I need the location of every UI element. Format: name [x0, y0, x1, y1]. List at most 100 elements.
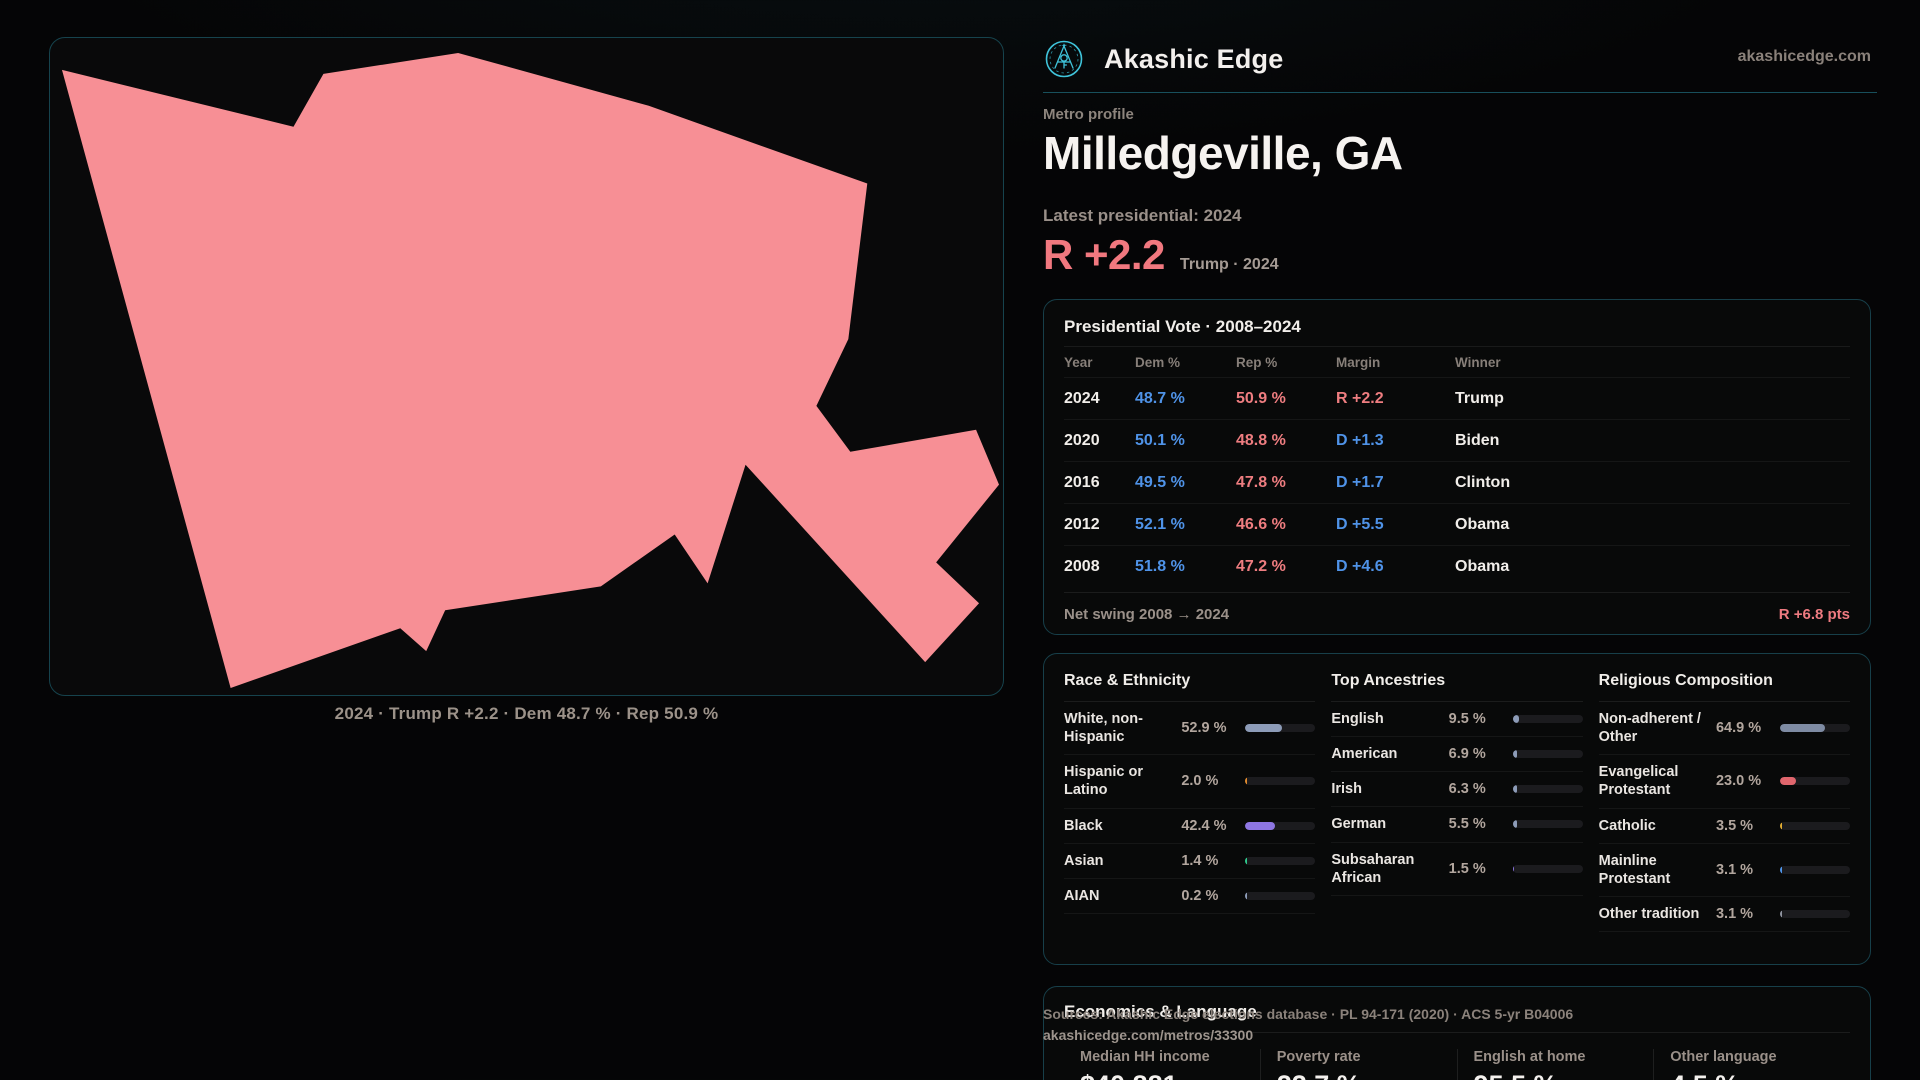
col-rep: Rep % — [1236, 354, 1278, 370]
year-cell: 2008 — [1064, 557, 1100, 575]
stat-value: $40,881 — [1080, 1070, 1260, 1080]
list-item: American 6.9 % — [1331, 737, 1583, 773]
race-value: 0.2 % — [1181, 887, 1219, 904]
ancestry-value: 1.5 % — [1448, 860, 1486, 877]
col-winner: Winner — [1455, 354, 1501, 370]
religion-bar-fill — [1779, 909, 1783, 918]
winner-cell: Biden — [1455, 431, 1500, 449]
list-item: Catholic 3.5 % — [1598, 809, 1850, 844]
economics-card-title: Economics & Language — [1064, 1002, 1257, 1021]
sources-line: Sources: Akashic Edge elections database… — [1043, 1006, 1574, 1022]
religion-value: 3.1 % — [1715, 905, 1754, 922]
headline-margin: R +2.2 Trump · 2024 — [1043, 231, 1279, 279]
winner-cell: Obama — [1455, 515, 1510, 533]
margin-cell: D +5.5 — [1336, 515, 1384, 533]
religion-label: Evangelical Protestant — [1598, 764, 1679, 799]
ancestry-label: Subsaharan African — [1331, 851, 1415, 886]
vote-table-header: Year Dem % Rep % Margin Winner — [1064, 347, 1850, 377]
list-item: Irish 6.3 % — [1331, 772, 1583, 808]
religion-bar-track — [1779, 909, 1850, 918]
county-shape[interactable] — [61, 52, 1000, 689]
religion-label: Catholic — [1598, 817, 1656, 834]
col-year: Year — [1064, 354, 1093, 370]
religion-bar-fill — [1779, 777, 1797, 786]
stat-poverty-rate: Poverty rate 22.7 % — [1259, 1049, 1457, 1080]
race-bar-fill — [1245, 777, 1247, 786]
table-row-2008: 2008 51.8 % 47.2 % D +4.6 Obama — [1064, 545, 1850, 587]
rep-cell: 46.6 % — [1236, 515, 1286, 533]
list-item: German 5.5 % — [1331, 807, 1583, 843]
economics-title-divider — [1064, 1032, 1850, 1033]
list-item: AIAN 0.2 % — [1064, 879, 1316, 914]
religion-bar-track — [1779, 724, 1850, 733]
race-bar-track — [1245, 777, 1316, 786]
demographics-card: Race & Ethnicity White, non-Hispanic 52.… — [1043, 653, 1871, 965]
table-row-2016: 2016 49.5 % 47.8 % D +1.7 Clinton — [1064, 461, 1850, 503]
religion-value: 23.0 % — [1715, 773, 1762, 790]
religion-bar-track — [1779, 777, 1850, 786]
stat-label: Poverty rate — [1276, 1049, 1361, 1065]
rep-cell: 47.2 % — [1236, 557, 1286, 575]
year-cell: 2024 — [1064, 389, 1100, 407]
metro-map-panel — [49, 37, 1004, 696]
race-value: 1.4 % — [1181, 852, 1219, 869]
rep-cell: 47.8 % — [1236, 473, 1286, 491]
margin-cell: D +4.6 — [1336, 557, 1384, 575]
stat-other-language: Other language 4.5 % — [1653, 1049, 1850, 1080]
ancestry-label: German — [1331, 816, 1387, 833]
race-bar-track — [1245, 891, 1316, 900]
list-item: Subsaharan African 1.5 % — [1331, 843, 1583, 896]
col-dem: Dem % — [1135, 354, 1181, 370]
list-item: English 9.5 % — [1331, 702, 1583, 738]
list-item: Other tradition 3.1 % — [1598, 897, 1850, 932]
religion-section: Religious Composition Non-adherent / Oth… — [1598, 672, 1850, 946]
ancestry-label: English — [1331, 711, 1384, 727]
table-row-2024: 2024 48.7 % 50.9 % R +2.2 Trump — [1064, 377, 1850, 419]
permalink[interactable]: akashicedge.com/metros/33300 — [1043, 1027, 1254, 1043]
religion-bar-track — [1779, 865, 1850, 874]
vote-card-title: Presidential Vote · 2008–2024 — [1064, 317, 1301, 336]
page-title: Milledgeville, GA — [1043, 127, 1403, 179]
religion-value: 3.1 % — [1715, 861, 1754, 878]
religion-label: Other tradition — [1598, 905, 1700, 922]
brand-logo[interactable] — [1044, 39, 1084, 79]
net-swing-row: Net swing 2008 → 2024 R +6.8 pts — [1064, 592, 1850, 623]
ancestries-section: Top Ancestries English 9.5 % American 6.… — [1331, 672, 1583, 946]
religion-section-title: Religious Composition — [1598, 672, 1850, 702]
table-row-2012: 2012 52.1 % 46.6 % D +5.5 Obama — [1064, 503, 1850, 545]
race-bar-fill — [1245, 821, 1275, 830]
ancestry-bar-fill — [1512, 715, 1520, 724]
stat-value: 95.5 % — [1474, 1070, 1654, 1080]
race-ethnicity-section: Race & Ethnicity White, non-Hispanic 52.… — [1064, 672, 1316, 946]
dem-cell: 49.5 % — [1135, 473, 1185, 491]
race-label: Black — [1064, 817, 1103, 834]
ancestry-bar-fill — [1512, 864, 1515, 873]
dem-cell: 50.1 % — [1135, 431, 1185, 449]
metro-map — [61, 52, 1000, 689]
stat-value: 22.7 % — [1277, 1070, 1457, 1080]
religion-bar-fill — [1779, 865, 1783, 874]
dem-cell: 51.8 % — [1135, 557, 1185, 575]
list-item: Black 42.4 % — [1064, 809, 1316, 844]
ancestry-bar-track — [1512, 864, 1583, 873]
year-cell: 2012 — [1064, 515, 1100, 533]
ancestry-value: 5.5 % — [1448, 816, 1486, 833]
stat-english-at-home: English at home 95.5 % — [1456, 1049, 1654, 1080]
header-divider — [1043, 92, 1877, 93]
sources-footer: Sources: Akashic Edge elections database… — [1043, 1004, 1877, 1046]
brand-domain-link[interactable]: akashicedge.com — [1737, 48, 1871, 65]
ancestry-bar-track — [1512, 715, 1583, 724]
winner-cell: Trump — [1455, 389, 1504, 407]
margin-cell: D +1.7 — [1336, 473, 1384, 491]
rep-cell: 48.8 % — [1236, 431, 1286, 449]
winner-cell: Clinton — [1455, 473, 1511, 491]
ancestry-bar-track — [1512, 820, 1583, 829]
race-label: Hispanic or Latino — [1064, 764, 1143, 799]
race-label: AIAN — [1064, 887, 1100, 904]
year-cell: 2016 — [1064, 473, 1100, 491]
race-value: 42.4 % — [1181, 817, 1227, 834]
race-section-title: Race & Ethnicity — [1064, 672, 1316, 702]
religion-bar-fill — [1779, 724, 1826, 733]
religion-value: 64.9 % — [1715, 720, 1762, 737]
margin-cell: R +2.2 — [1336, 389, 1384, 407]
